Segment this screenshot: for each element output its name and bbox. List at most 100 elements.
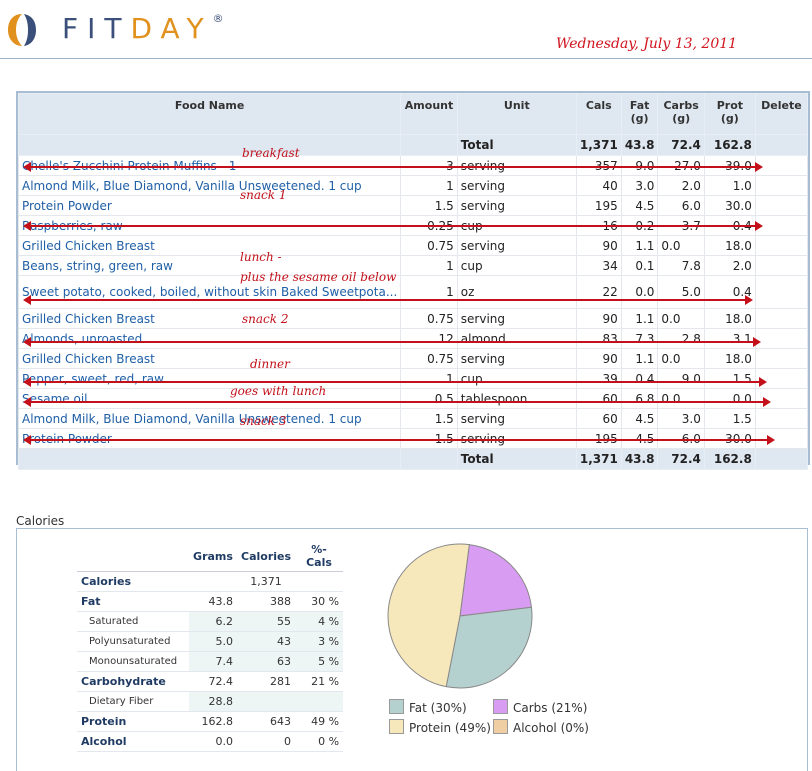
carbs-value: 0.0 xyxy=(657,348,705,369)
delete-cell[interactable] xyxy=(754,215,809,236)
food-name-link[interactable]: Almond Milk, Blue Diamond, Vanilla Unswe… xyxy=(17,408,402,429)
legend-label-fat: Fat (30%) xyxy=(409,701,467,715)
unit-field[interactable]: serving xyxy=(456,308,577,329)
legend-item-fat: Fat (30%) xyxy=(389,699,467,715)
legend-swatch-carbs xyxy=(493,699,508,714)
unit-field[interactable]: serving xyxy=(456,408,577,429)
amount-field[interactable]: 12 xyxy=(400,328,458,349)
nutrient-label: Monounsaturated xyxy=(77,651,189,672)
food-name-link[interactable]: Sweet potato, cooked, boiled, without sk… xyxy=(17,275,402,309)
food-name-link[interactable]: Grilled Chicken Breast xyxy=(17,348,402,369)
brand-logo[interactable]: FITDAY® xyxy=(62,12,224,45)
delete-cell[interactable] xyxy=(754,255,809,276)
prot-value: 39.0 xyxy=(703,155,756,176)
amount-field[interactable]: 1 xyxy=(400,275,458,309)
food-name-link[interactable]: Almond Milk, Blue Diamond, Vanilla Unswe… xyxy=(17,175,402,196)
amount-field[interactable]: 0.75 xyxy=(400,348,458,369)
unit-field[interactable]: cup xyxy=(456,255,577,276)
fat-value: 0.0 xyxy=(620,275,659,309)
brand-fit: FIT xyxy=(62,12,131,45)
food-row: Pepper, sweet, red, raw 1 cup 39 0.4 9.0 1.5 xyxy=(17,368,809,389)
amount-field[interactable]: 1.5 xyxy=(400,408,458,429)
carbs-value: 0.0 xyxy=(657,235,705,256)
delete-cell[interactable] xyxy=(754,235,809,256)
nutrient-summary-table: Grams Calories %-Cals Calories 1,371 Fat 43… xyxy=(77,541,344,752)
food-name-link[interactable]: Sesame oil xyxy=(17,388,402,409)
prot-value: 2.0 xyxy=(703,255,756,276)
delete-cell[interactable] xyxy=(754,275,809,309)
food-name-link[interactable]: Pepper, sweet, red, raw xyxy=(17,368,402,389)
total-label: Total xyxy=(456,448,577,470)
unit-field[interactable]: tablespoon xyxy=(456,388,577,409)
delete-cell[interactable] xyxy=(754,195,809,216)
nutrient-label: Carbohydrate xyxy=(77,671,189,692)
nutrient-grams xyxy=(189,571,237,592)
nutrient-grams: 7.4 xyxy=(189,651,237,672)
cals-value: 195 xyxy=(575,195,622,216)
nutrient-calories: 1,371 xyxy=(237,571,296,592)
cals-value: 34 xyxy=(575,255,622,276)
amount-field[interactable]: 1 xyxy=(400,175,458,196)
delete-cell[interactable] xyxy=(754,328,809,349)
unit-field[interactable]: almond xyxy=(456,328,577,349)
food-row: Sesame oil 0.5 tablespoon 60 6.8 0.0 0.0 xyxy=(17,388,809,409)
annotation-goes-with-lunch: goes with lunch xyxy=(230,384,327,398)
nutrient-grams: 5.0 xyxy=(189,631,237,652)
prot-value: 1.0 xyxy=(703,175,756,196)
nutrient-row: Saturated 6.2 55 4 % xyxy=(77,611,344,632)
brand-reg: ® xyxy=(212,12,224,25)
food-name-link[interactable]: Grilled Chicken Breast xyxy=(17,308,402,329)
calories-pie-chart xyxy=(387,543,533,689)
total-label: Total xyxy=(456,134,577,156)
arrow-lunch xyxy=(23,295,753,305)
delete-cell[interactable] xyxy=(754,348,809,369)
amount-field[interactable]: 0.75 xyxy=(400,308,458,329)
col-delete: Delete xyxy=(754,93,809,135)
unit-field[interactable]: serving xyxy=(456,348,577,369)
unit-field[interactable]: serving xyxy=(456,235,577,256)
amount-field[interactable]: 1 xyxy=(400,368,458,389)
amount-field[interactable]: 1 xyxy=(400,255,458,276)
nutrient-row: Dietary Fiber 28.8 xyxy=(77,691,344,712)
unit-field[interactable]: serving xyxy=(456,175,577,196)
unit-field[interactable]: oz xyxy=(456,275,577,309)
site-header: FITDAY® Wednesday, July 13, 2011 xyxy=(0,0,812,59)
delete-cell[interactable] xyxy=(754,155,809,176)
delete-cell[interactable] xyxy=(754,408,809,429)
prot-value: 30.0 xyxy=(703,195,756,216)
amount-field[interactable]: 0.5 xyxy=(400,388,458,409)
arrow-snack1 xyxy=(23,221,763,231)
legend-swatch-alcohol xyxy=(493,719,508,734)
food-name-link[interactable]: Protein Powder xyxy=(17,195,402,216)
cals-value: 60 xyxy=(575,408,622,429)
nutrient-pct xyxy=(295,571,344,592)
nutrient-label: Polyunsaturated xyxy=(77,631,189,652)
cals-value: 40 xyxy=(575,175,622,196)
food-name-link[interactable]: Beans, string, green, raw xyxy=(17,255,402,276)
food-name-link[interactable]: Almonds, unroasted xyxy=(17,328,402,349)
fat-value: 4.5 xyxy=(620,408,659,429)
unit-field[interactable]: cup xyxy=(456,368,577,389)
total-row-top: Total 1,371 43.8 72.4 162.8 xyxy=(17,134,809,156)
delete-cell[interactable] xyxy=(754,308,809,329)
legend-item-carbs: Carbs (21%) xyxy=(493,699,587,715)
brand-day: DAY xyxy=(130,12,213,45)
col-calories: Calories xyxy=(237,541,296,572)
nutrient-label: Saturated xyxy=(77,611,189,632)
amount-field[interactable]: 0.75 xyxy=(400,235,458,256)
nutrient-row: Polyunsaturated 5.0 43 3 % xyxy=(77,631,344,652)
fat-value: 7.3 xyxy=(620,328,659,349)
food-name-link[interactable]: Grilled Chicken Breast xyxy=(17,235,402,256)
col-amount: Amount xyxy=(400,93,458,135)
delete-cell[interactable] xyxy=(754,175,809,196)
amount-field[interactable]: 1.5 xyxy=(400,195,458,216)
food-row: Sweet potato, cooked, boiled, without sk… xyxy=(17,275,809,309)
nutrient-calories: 43 xyxy=(237,631,296,652)
page-date: Wednesday, July 13, 2011 xyxy=(556,36,738,52)
carbs-value: 0.0 xyxy=(657,388,705,409)
arrow-snack3 xyxy=(23,435,775,445)
unit-field[interactable]: serving xyxy=(456,195,577,216)
food-row: Raspberries, raw 0.25 cup 16 0.2 3.7 0.4 xyxy=(17,215,809,236)
prot-value: 0.0 xyxy=(703,388,756,409)
